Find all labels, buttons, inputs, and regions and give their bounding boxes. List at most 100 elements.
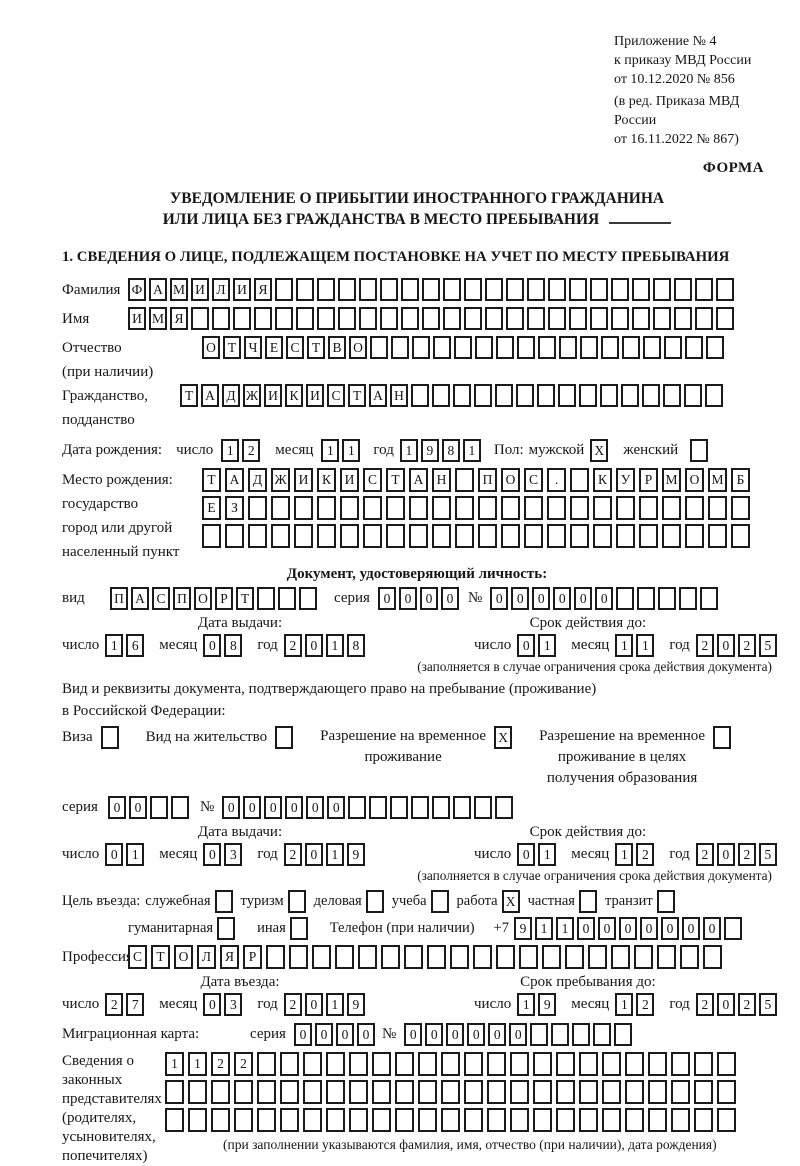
char-cell[interactable] bbox=[390, 796, 409, 819]
char-cell[interactable] bbox=[695, 278, 713, 301]
char-cell[interactable]: Р bbox=[243, 945, 262, 969]
char-cell[interactable] bbox=[432, 384, 450, 407]
char-cell[interactable] bbox=[527, 278, 545, 301]
char-cell[interactable] bbox=[602, 1080, 621, 1104]
char-cell[interactable] bbox=[359, 307, 377, 330]
char-cell[interactable] bbox=[485, 307, 503, 330]
char-cell[interactable] bbox=[487, 1108, 506, 1132]
char-cell[interactable] bbox=[716, 278, 734, 301]
char-cell[interactable] bbox=[663, 384, 681, 407]
char-cell[interactable]: Я bbox=[170, 307, 188, 330]
char-cell[interactable] bbox=[579, 384, 597, 407]
char-cell[interactable] bbox=[731, 524, 750, 548]
char-cell[interactable] bbox=[401, 307, 419, 330]
char-cell[interactable]: Е bbox=[202, 496, 221, 520]
char-cell[interactable] bbox=[510, 1108, 529, 1132]
char-cell[interactable] bbox=[632, 278, 650, 301]
char-cell[interactable] bbox=[359, 278, 377, 301]
char-cell[interactable] bbox=[621, 384, 639, 407]
char-cell[interactable] bbox=[625, 1108, 644, 1132]
char-cell[interactable]: 0 bbox=[356, 1023, 375, 1046]
char-cell[interactable] bbox=[296, 278, 314, 301]
char-cell[interactable]: 9 bbox=[513, 917, 532, 940]
char-cell[interactable]: К bbox=[285, 384, 303, 407]
char-cell[interactable]: С bbox=[363, 468, 382, 492]
char-cell[interactable] bbox=[601, 336, 619, 359]
char-cell[interactable]: Т bbox=[180, 384, 198, 407]
char-cell[interactable]: 5 bbox=[758, 843, 777, 866]
char-cell[interactable]: 2 bbox=[234, 1052, 253, 1076]
char-cell[interactable]: 1 bbox=[538, 843, 557, 866]
char-cell[interactable]: 0 bbox=[532, 587, 551, 610]
char-cell[interactable] bbox=[303, 1052, 322, 1076]
char-cell[interactable] bbox=[317, 496, 336, 520]
char-cell[interactable]: И bbox=[294, 468, 313, 492]
char-cell[interactable] bbox=[556, 1108, 575, 1132]
char-cell[interactable]: 1 bbox=[325, 993, 344, 1016]
char-cell[interactable]: Т bbox=[386, 468, 405, 492]
char-cell[interactable] bbox=[191, 307, 209, 330]
char-cell[interactable]: Я bbox=[254, 278, 272, 301]
char-cell[interactable] bbox=[317, 307, 335, 330]
char-cell[interactable] bbox=[289, 917, 308, 940]
char-cell[interactable]: 1 bbox=[321, 439, 340, 462]
char-cell[interactable]: 0 bbox=[304, 843, 323, 866]
char-cell[interactable] bbox=[694, 1052, 713, 1076]
char-cell[interactable] bbox=[556, 1052, 575, 1076]
char-cell[interactable] bbox=[326, 1108, 345, 1132]
char-cell[interactable]: 5 bbox=[758, 634, 777, 657]
char-cell[interactable]: 0 bbox=[304, 993, 323, 1016]
char-cell[interactable]: 0 bbox=[660, 917, 679, 940]
char-cell[interactable] bbox=[303, 1080, 322, 1104]
char-cell[interactable] bbox=[340, 496, 359, 520]
char-cell[interactable] bbox=[519, 945, 538, 969]
char-cell[interactable] bbox=[257, 587, 275, 610]
char-cell[interactable]: 1 bbox=[615, 843, 634, 866]
char-cell[interactable]: 0 bbox=[398, 587, 417, 610]
char-cell[interactable]: 0 bbox=[517, 634, 536, 657]
char-cell[interactable] bbox=[412, 336, 430, 359]
char-cell[interactable]: Ф bbox=[128, 278, 146, 301]
char-cell[interactable] bbox=[656, 890, 675, 913]
char-cell[interactable]: 1 bbox=[126, 843, 145, 866]
char-cell[interactable] bbox=[294, 524, 313, 548]
char-cell[interactable]: П bbox=[478, 468, 497, 492]
char-cell[interactable]: X bbox=[494, 726, 513, 749]
char-cell[interactable] bbox=[287, 890, 306, 913]
char-cell[interactable] bbox=[386, 496, 405, 520]
char-cell[interactable] bbox=[149, 796, 168, 819]
char-cell[interactable] bbox=[708, 496, 727, 520]
char-cell[interactable] bbox=[348, 796, 367, 819]
char-cell[interactable] bbox=[170, 796, 189, 819]
char-cell[interactable] bbox=[551, 1023, 570, 1046]
char-cell[interactable] bbox=[432, 524, 451, 548]
char-cell[interactable] bbox=[703, 945, 722, 969]
char-cell[interactable] bbox=[510, 1052, 529, 1076]
char-cell[interactable] bbox=[580, 336, 598, 359]
char-cell[interactable]: 0 bbox=[107, 796, 126, 819]
char-cell[interactable] bbox=[542, 945, 561, 969]
char-cell[interactable]: 2 bbox=[283, 993, 302, 1016]
char-cell[interactable]: 1 bbox=[517, 993, 536, 1016]
char-cell[interactable]: 3 bbox=[224, 993, 243, 1016]
char-cell[interactable] bbox=[418, 1108, 437, 1132]
char-cell[interactable]: 1 bbox=[399, 439, 418, 462]
char-cell[interactable] bbox=[432, 796, 451, 819]
char-cell[interactable] bbox=[517, 336, 535, 359]
char-cell[interactable] bbox=[616, 524, 635, 548]
char-cell[interactable] bbox=[430, 890, 449, 913]
char-cell[interactable] bbox=[579, 1052, 598, 1076]
char-cell[interactable] bbox=[411, 796, 430, 819]
char-cell[interactable] bbox=[569, 307, 587, 330]
char-cell[interactable]: С bbox=[327, 384, 345, 407]
char-cell[interactable] bbox=[653, 307, 671, 330]
char-cell[interactable]: 1 bbox=[615, 993, 634, 1016]
char-cell[interactable] bbox=[280, 1108, 299, 1132]
char-cell[interactable]: 0 bbox=[595, 587, 614, 610]
char-cell[interactable]: 0 bbox=[553, 587, 572, 610]
char-cell[interactable] bbox=[611, 945, 630, 969]
char-cell[interactable]: 2 bbox=[636, 993, 655, 1016]
char-cell[interactable]: И bbox=[191, 278, 209, 301]
char-cell[interactable]: Т bbox=[223, 336, 241, 359]
char-cell[interactable]: 1 bbox=[615, 634, 634, 657]
